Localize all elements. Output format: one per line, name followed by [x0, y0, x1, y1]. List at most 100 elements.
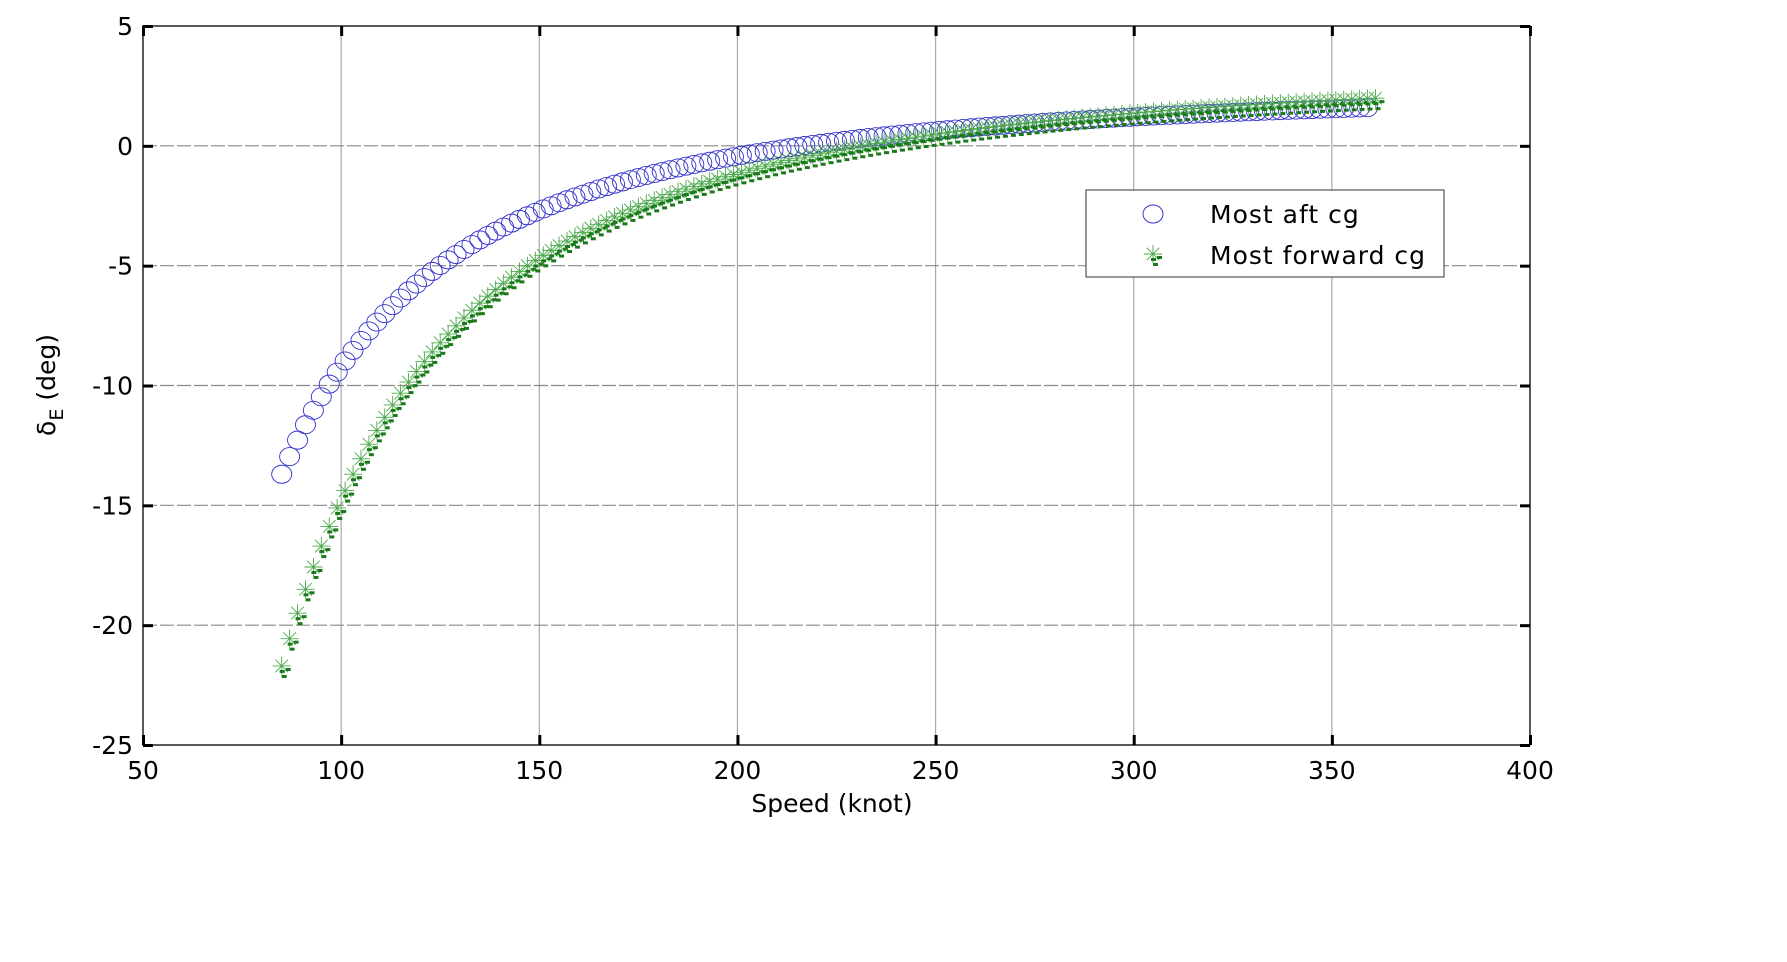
tick-y-left [143, 384, 153, 388]
data-point-circle [715, 148, 736, 168]
data-point-asterisk [367, 421, 386, 443]
data-point-circle [707, 150, 729, 170]
data-point-circle [580, 182, 602, 201]
data-point-circle [318, 374, 340, 394]
data-point-asterisk [312, 537, 331, 559]
data-point-asterisk [304, 557, 323, 579]
data-point-asterisk [344, 465, 363, 487]
data-point-circle [635, 166, 657, 185]
y-tick-label: -10 [92, 372, 133, 401]
x-tick-labels: 50 100 150 200 250 300 350 400 [127, 756, 1554, 785]
data-point-circle [627, 168, 649, 187]
y-tick-label: -5 [108, 252, 133, 281]
tick-x-bottom [934, 735, 938, 745]
x-tick-label: 250 [912, 756, 960, 785]
data-point-circle [302, 400, 324, 420]
data-point-asterisk [1144, 245, 1162, 266]
data-point-asterisk [296, 580, 315, 602]
data-point-circle [295, 415, 316, 435]
asterisk-marker-icon [1144, 245, 1162, 266]
svg-text:δE(deg): δE (deg) [32, 334, 68, 436]
data-point-asterisk [1366, 89, 1385, 111]
data-point-circle [509, 209, 530, 229]
data-point-asterisk [391, 384, 410, 406]
y-tick-labels: 5 0 -5 -10 -15 -20 -25 [92, 12, 133, 760]
data-point-circle [413, 268, 435, 288]
data-point-asterisk [415, 352, 434, 374]
data-point-circle [334, 351, 356, 371]
tick-x-bottom [340, 735, 344, 745]
data-point-circle [651, 162, 673, 182]
data-point-circle [564, 187, 586, 207]
data-point-circle [683, 155, 705, 174]
data-point-asterisk [898, 129, 917, 151]
data-point-asterisk [1239, 95, 1258, 117]
x-tick-label: 300 [1110, 756, 1158, 785]
x-tick-label: 200 [714, 756, 762, 785]
data-point-asterisk [486, 280, 505, 302]
tick-x-bottom [538, 735, 542, 745]
data-point-asterisk [272, 656, 291, 678]
tick-y-right [1520, 384, 1530, 388]
data-point-circle [691, 153, 713, 173]
tick-x-top [538, 26, 542, 36]
tick-x-top [934, 26, 938, 36]
data-point-circle [350, 330, 372, 350]
data-point-circle [421, 261, 443, 281]
y-axis-label-symbol: δ [32, 421, 61, 436]
plot-area-frame [142, 25, 1531, 746]
data-point-circle [619, 170, 641, 190]
data-point-circle [493, 217, 515, 237]
y-axis-label-subscript: E [46, 409, 68, 421]
data-point-asterisk [605, 207, 624, 229]
tick-x-top [340, 26, 344, 36]
data-point-asterisk [336, 481, 355, 503]
x-tick-label: 400 [1506, 756, 1554, 785]
data-point-asterisk [288, 604, 307, 626]
legend-item-aft: Most aft cg [1142, 200, 1359, 229]
data-point-circle [398, 281, 419, 301]
data-point-circle [516, 206, 538, 226]
data-point-asterisk [542, 241, 561, 263]
data-point-asterisk [328, 498, 347, 520]
data-point-circle [667, 158, 689, 178]
data-point-asterisk [1247, 95, 1266, 117]
data-point-asterisk [407, 362, 426, 384]
data-point-asterisk [320, 517, 339, 539]
data-point-circle [469, 230, 491, 250]
tick-x-top [1132, 26, 1136, 36]
data-point-asterisk [534, 246, 553, 268]
x-tick-label: 50 [127, 756, 159, 785]
data-point-circle [604, 174, 626, 194]
y-tick-label: -25 [92, 731, 133, 760]
data-point-asterisk [597, 211, 616, 233]
data-point-circle [643, 164, 665, 183]
data-point-circle [699, 151, 721, 171]
data-point-asterisk [423, 342, 442, 364]
tick-x-bottom [1132, 735, 1136, 745]
x-tick-label: 350 [1308, 756, 1356, 785]
data-point-circle [501, 213, 522, 233]
data-point-circle [675, 156, 697, 176]
tick-y-left [143, 264, 153, 268]
legend-item-forward: Most forward cg [1144, 241, 1426, 270]
legend-label-forward: Most forward cg [1210, 241, 1426, 270]
data-point-circle [461, 235, 483, 254]
data-point-circle [374, 304, 396, 324]
y-tick-label: 0 [117, 132, 133, 161]
data-point-asterisk [676, 180, 695, 202]
grid-lines [143, 26, 1530, 745]
tick-x-bottom [1330, 735, 1334, 745]
tick-y-right [1520, 144, 1530, 148]
y-tick-label: -20 [92, 611, 133, 640]
legend: Most aft cg Most forward cg [1085, 189, 1445, 278]
data-point-circle [382, 296, 404, 316]
circle-marker-icon [1142, 204, 1164, 224]
tick-y-right [1520, 264, 1530, 268]
data-point-circle [485, 221, 507, 241]
data-point-circle [659, 160, 681, 180]
data-point-circle [287, 430, 309, 450]
tick-x-top [1330, 26, 1334, 36]
tick-y-left [143, 624, 153, 628]
